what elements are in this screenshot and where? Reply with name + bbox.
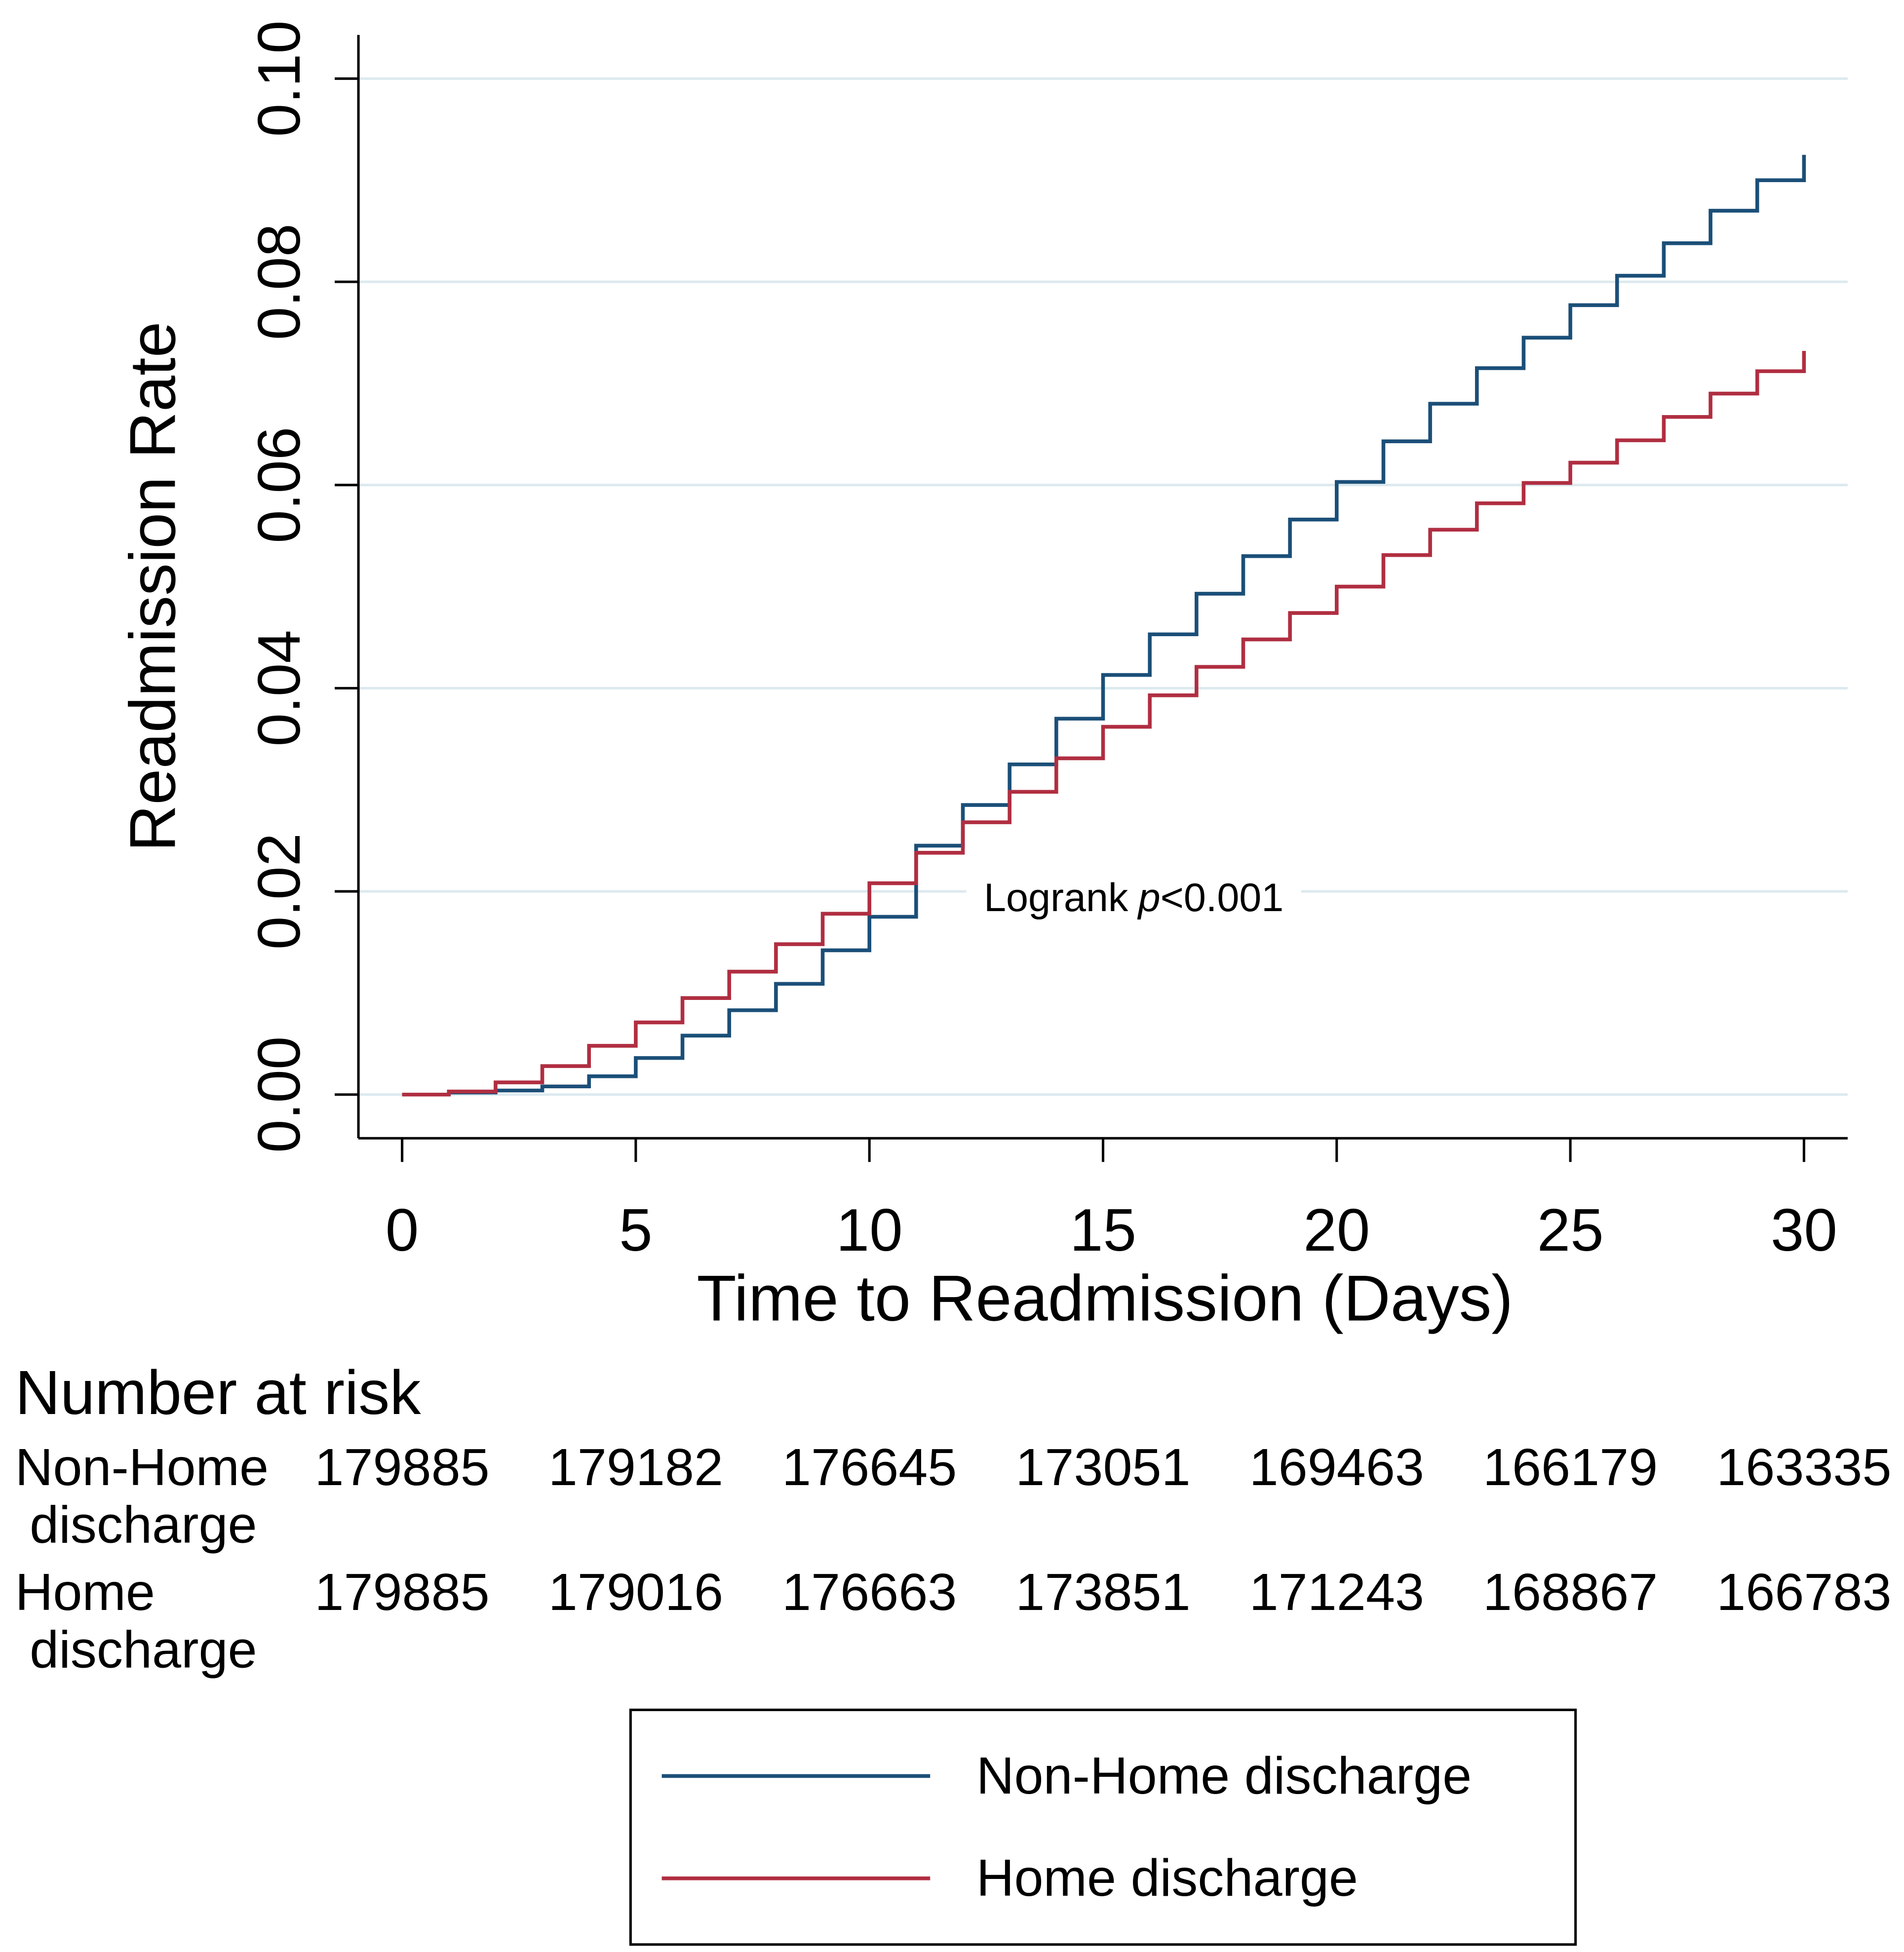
x-tick-label: 30 <box>1771 1196 1837 1263</box>
risk-table-title: Number at risk <box>15 1358 422 1427</box>
annotation-italic: p <box>1137 876 1161 920</box>
y-tick-label: 0.08 <box>245 224 312 340</box>
risk-value: 166179 <box>1483 1438 1658 1496</box>
y-tick-label: 0.00 <box>245 1036 312 1153</box>
legend-label: Non-Home discharge <box>976 1746 1472 1805</box>
risk-value: 169463 <box>1249 1438 1424 1496</box>
risk-value: 168867 <box>1483 1563 1658 1621</box>
risk-row-label-line: discharge <box>15 1495 257 1554</box>
risk-value: 176663 <box>782 1563 957 1621</box>
x-tick-label: 0 <box>386 1196 419 1263</box>
risk-row-label: Non-Home discharge <box>15 1438 269 1554</box>
x-tick-label: 10 <box>836 1196 903 1263</box>
y-tick-label: 0.04 <box>245 630 312 746</box>
step-line <box>402 350 1806 1097</box>
annotation: Logrank p<0.001 <box>984 876 1283 920</box>
annotation-text: Logrank <box>984 876 1128 920</box>
risk-value: 173851 <box>1015 1563 1190 1621</box>
risk-value: 179016 <box>548 1563 723 1621</box>
risk-value: 166783 <box>1716 1563 1891 1621</box>
risk-value: 179182 <box>548 1438 723 1496</box>
risk-value: 176645 <box>782 1438 957 1496</box>
risk-value: 179885 <box>314 1563 489 1621</box>
x-tick-label: 15 <box>1070 1196 1136 1263</box>
y-tick-label: 0.06 <box>245 427 312 543</box>
legend-label: Home discharge <box>976 1848 1358 1907</box>
x-tick-label: 5 <box>619 1196 653 1263</box>
legend-box <box>629 1708 1577 1946</box>
risk-value: 179885 <box>314 1438 489 1496</box>
y-tick-label: 0.10 <box>245 20 312 137</box>
risk-row-label-line: discharge <box>15 1620 257 1679</box>
y-tick-label: 0.02 <box>245 833 312 950</box>
y-axis-title: Readmission Rate <box>116 321 189 851</box>
risk-value: 163335 <box>1716 1438 1891 1496</box>
annotation-background <box>966 870 1301 925</box>
risk-row-label-line: Home <box>15 1563 155 1621</box>
risk-value: 173051 <box>1015 1438 1190 1496</box>
risk-row-label: Home discharge <box>15 1563 257 1679</box>
risk-row-label-line: Non-Home <box>15 1438 269 1496</box>
x-tick-label: 25 <box>1537 1196 1604 1263</box>
x-axis-title: Time to Readmission (Days) <box>697 1262 1513 1334</box>
annotation-suffix: <0.001 <box>1161 876 1284 920</box>
risk-value: 171243 <box>1249 1563 1424 1621</box>
plot-area <box>402 154 1806 1097</box>
step-line <box>402 154 1806 1097</box>
x-tick-label: 20 <box>1303 1196 1370 1263</box>
